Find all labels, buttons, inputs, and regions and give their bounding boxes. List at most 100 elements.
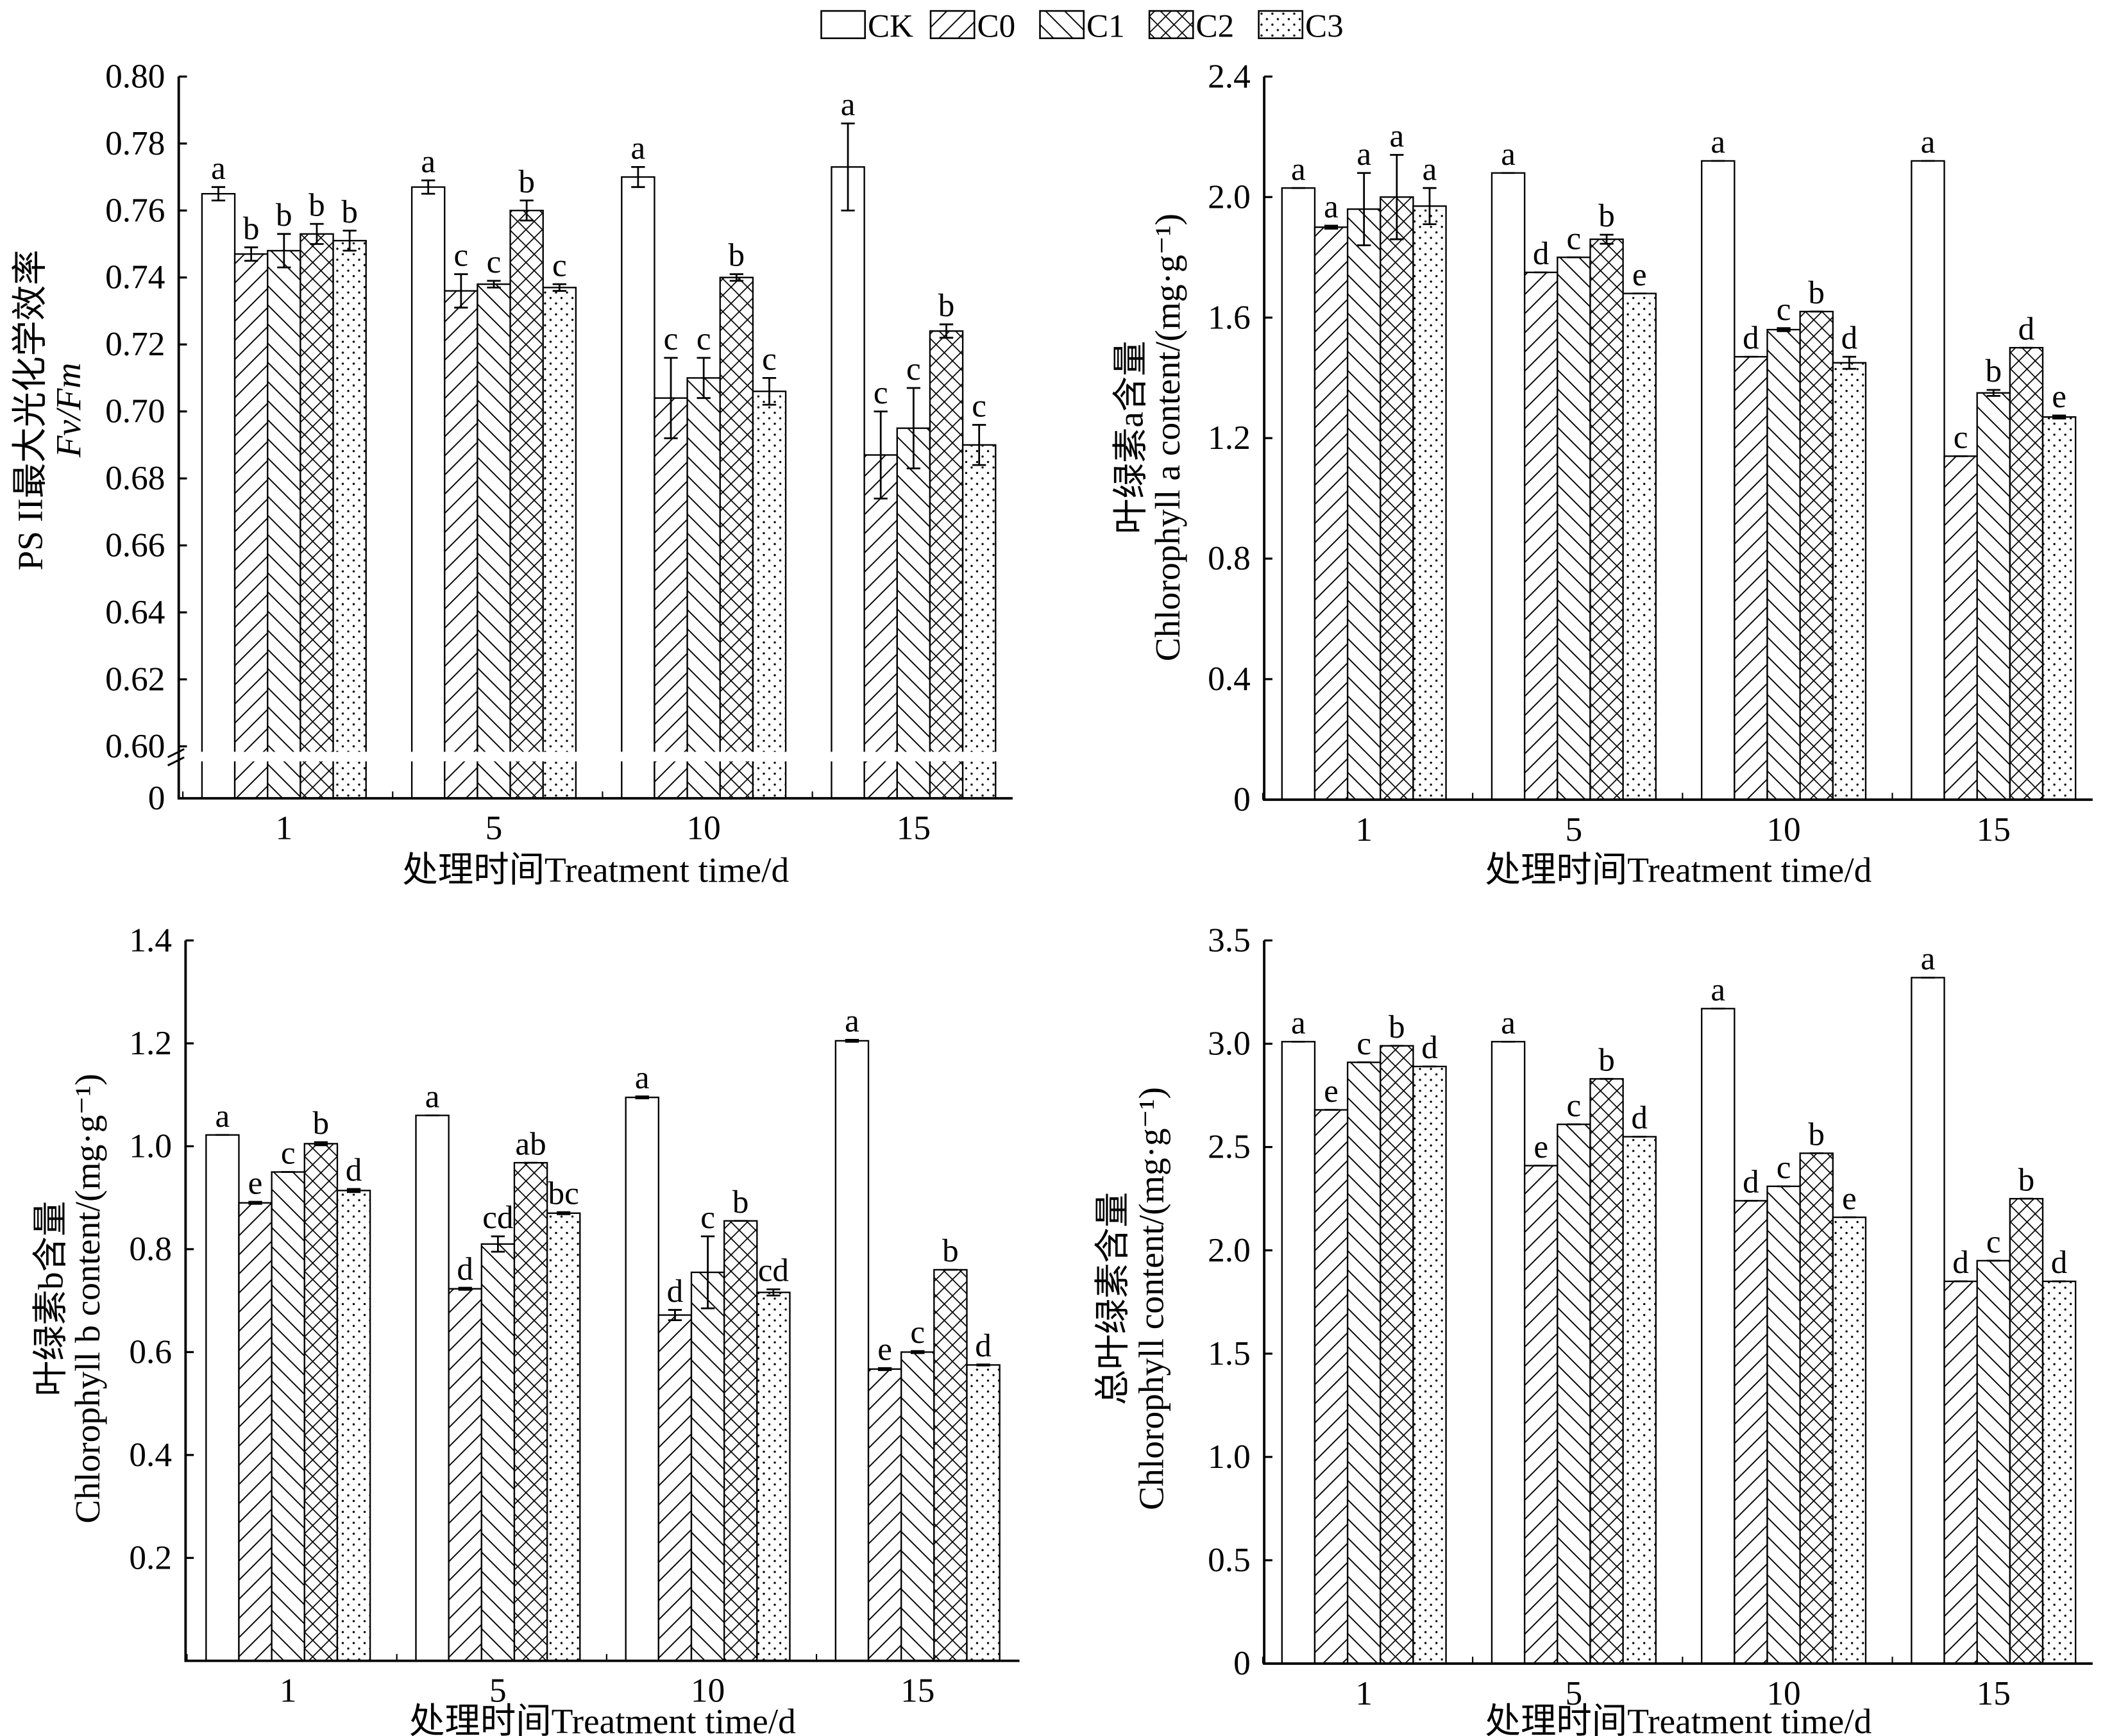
bar-C3-1 bbox=[332, 240, 367, 799]
error-bar bbox=[1423, 187, 1437, 225]
y-tick-label: 0.64 bbox=[105, 593, 165, 631]
significance-letter: a bbox=[421, 143, 435, 180]
bar-C2-1 bbox=[300, 233, 334, 799]
x-tick-label: 5 bbox=[1566, 811, 1583, 848]
significance-letter: e bbox=[1632, 257, 1647, 293]
y-tick-label: 0.60 bbox=[105, 727, 165, 765]
bar-C2-10 bbox=[723, 1220, 758, 1662]
y-tick-label: 3.0 bbox=[1208, 1025, 1251, 1063]
bar-CK-10 bbox=[625, 1097, 660, 1662]
significance-letter: b bbox=[308, 187, 325, 223]
bar-CK-1 bbox=[205, 1134, 240, 1662]
significance-letter: d bbox=[1743, 1164, 1759, 1201]
significance-letter: b bbox=[1389, 1009, 1405, 1045]
significance-letter: a bbox=[631, 130, 646, 167]
axes bbox=[177, 76, 1013, 800]
bar-C3-15 bbox=[2041, 416, 2077, 801]
legend-label: C3 bbox=[1305, 8, 1344, 45]
significance-letter: b bbox=[243, 210, 260, 247]
error-bar bbox=[421, 179, 435, 195]
bar-C1-1 bbox=[267, 249, 301, 799]
error-bar bbox=[766, 1288, 781, 1297]
bar-C0-1 bbox=[1314, 1109, 1349, 1665]
y-tick-label: 0.8 bbox=[129, 1230, 172, 1268]
error-bar bbox=[1986, 389, 2000, 397]
error-bar bbox=[557, 1211, 571, 1215]
error-bar bbox=[1357, 172, 1371, 246]
significance-letter: a bbox=[1921, 124, 1936, 160]
bar-C1-1 bbox=[1346, 208, 1382, 801]
significance-letter: cd bbox=[482, 1199, 513, 1236]
y-tick-label: 0.72 bbox=[105, 325, 165, 363]
significance-letter: d bbox=[667, 1273, 684, 1310]
error-bar bbox=[911, 1350, 925, 1354]
bar-C1-5 bbox=[1557, 1124, 1591, 1665]
bar-C3-5 bbox=[542, 287, 577, 799]
y-tick-label: 1.4 bbox=[129, 922, 172, 959]
x-tick-label: 1 bbox=[275, 809, 292, 847]
significance-letter: a bbox=[1356, 136, 1371, 173]
significance-letter: a bbox=[1711, 972, 1725, 1008]
bar-C1-1 bbox=[1346, 1061, 1382, 1665]
x-tick-label: 5 bbox=[486, 809, 503, 847]
significance-letter: c bbox=[552, 247, 567, 283]
y-tick-label: 2.4 bbox=[1208, 57, 1251, 95]
error-bar bbox=[314, 1141, 328, 1147]
significance-letter: c bbox=[910, 1314, 925, 1351]
error-bar bbox=[491, 1235, 505, 1253]
significance-letter: ab bbox=[515, 1125, 546, 1162]
bar-C2-15 bbox=[2009, 1197, 2044, 1665]
significance-letter: c bbox=[1567, 1087, 1582, 1124]
significance-letter: c bbox=[1954, 419, 1968, 456]
y-tick-label: 0.76 bbox=[105, 191, 165, 229]
bar-CK-10 bbox=[621, 176, 655, 799]
error-bar bbox=[631, 165, 645, 189]
significance-letter: a bbox=[1711, 124, 1725, 160]
significance-letter: d bbox=[346, 1152, 362, 1188]
legend-label: C0 bbox=[977, 8, 1015, 45]
legend: CK C0 C1 C2 C3 bbox=[820, 8, 1344, 45]
bar-C3-15 bbox=[966, 1364, 1001, 1662]
bar-C0-10 bbox=[654, 397, 688, 799]
error-bar bbox=[1324, 224, 1339, 230]
error-bar bbox=[458, 1286, 472, 1291]
y-tick-label: 0.70 bbox=[105, 392, 165, 430]
y-tick-label: 0 bbox=[148, 779, 165, 817]
bar-C0-15 bbox=[867, 1368, 902, 1662]
y-tick-label: 0.8 bbox=[1208, 539, 1251, 577]
x-axis-label: 处理时间Treatment time/d bbox=[409, 1702, 796, 1736]
error-bar bbox=[277, 233, 291, 269]
bar-CK-1 bbox=[1281, 1041, 1316, 1665]
y-tick-label: 3.5 bbox=[1208, 922, 1251, 959]
error-bar bbox=[697, 357, 711, 400]
significance-letter: a bbox=[1291, 1005, 1306, 1041]
significance-letter: e bbox=[1324, 1073, 1339, 1109]
significance-letter: a bbox=[1389, 118, 1404, 155]
bar-C1-15 bbox=[1976, 392, 2011, 801]
bar-C2-10 bbox=[1799, 310, 1834, 801]
bar-C0-15 bbox=[1943, 1280, 1978, 1665]
bar-C1-5 bbox=[1557, 257, 1591, 801]
significance-letter: d bbox=[1952, 1244, 1969, 1281]
significance-letter: a bbox=[1501, 1005, 1516, 1041]
y-tick-label: 0 bbox=[1233, 780, 1251, 818]
bar-C2-15 bbox=[933, 1268, 968, 1662]
bar-C0-5 bbox=[1523, 1165, 1559, 1665]
bar-C1-5 bbox=[477, 283, 511, 799]
bar-CK-5 bbox=[1491, 172, 1526, 801]
bar-C1-10 bbox=[686, 377, 721, 799]
bar-C0-15 bbox=[1943, 455, 1978, 801]
x-axis-label: 处理时间Treatment time/d bbox=[1485, 1702, 1872, 1736]
axis-break-gap bbox=[165, 752, 1013, 762]
x-tick-label: 5 bbox=[1566, 1674, 1583, 1712]
legend-swatch-C3 bbox=[1258, 10, 1304, 39]
bar-C0-5 bbox=[444, 290, 478, 799]
y-axis-label-en: Chlorophyll a content/(mg·g⁻¹) bbox=[1148, 214, 1187, 661]
significance-letter: a bbox=[211, 150, 226, 187]
error-bar bbox=[939, 323, 954, 339]
bar-C2-5 bbox=[509, 210, 544, 799]
bar-C0-10 bbox=[1734, 1200, 1768, 1665]
significance-letter: d bbox=[2051, 1244, 2068, 1281]
